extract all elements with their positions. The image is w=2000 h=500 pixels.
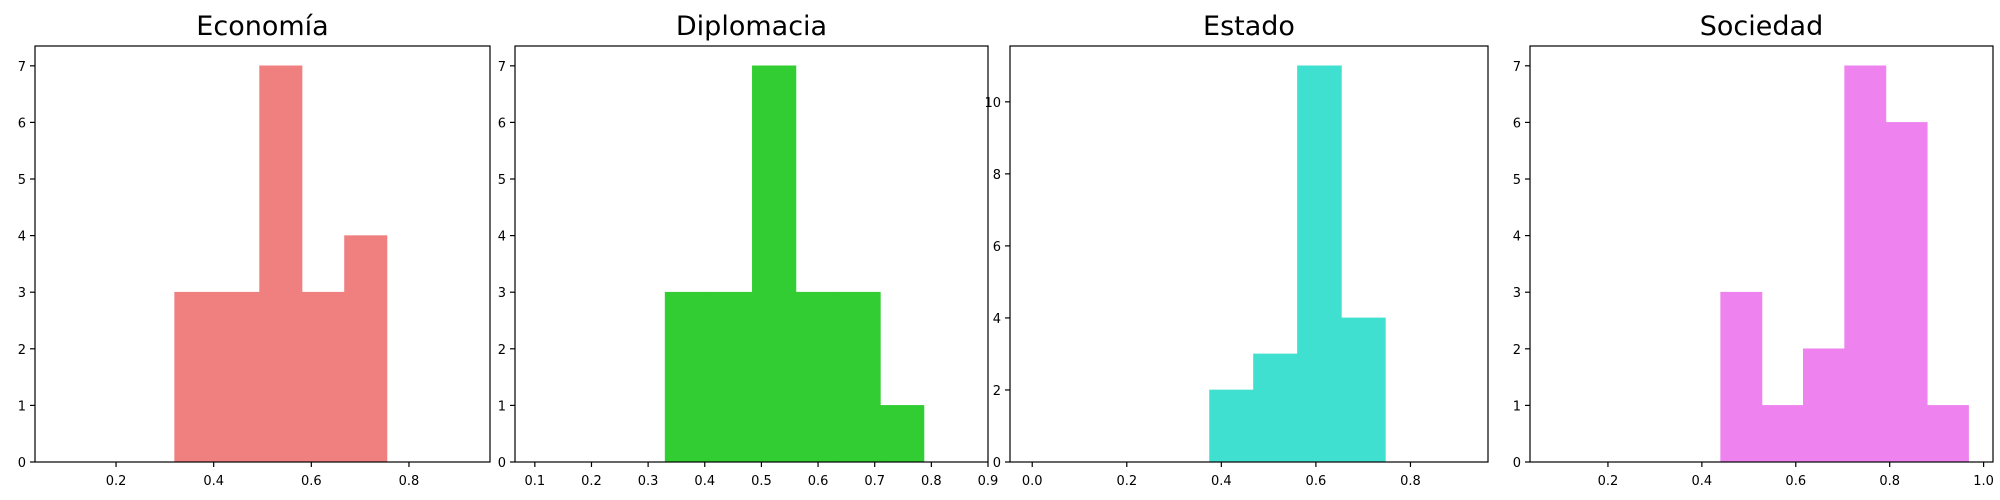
histogram-bar — [1926, 405, 1969, 463]
panel-title: Economía — [196, 11, 328, 42]
y-tick-label: 0 — [18, 456, 26, 471]
y-tick-label: 6 — [498, 116, 506, 131]
x-tick-label: 0.6 — [808, 474, 829, 489]
histogram-bar — [174, 291, 218, 463]
y-tick-label: 4 — [993, 312, 1001, 327]
plot-frame — [1009, 45, 1489, 463]
y-tick-label: 4 — [498, 230, 506, 245]
histogram-bar — [664, 291, 710, 463]
y-tick-label: 7 — [18, 60, 26, 75]
y-tick-label: 1 — [498, 399, 506, 414]
y-tick-label: 4 — [1513, 230, 1521, 245]
x-tick-label: 0.2 — [581, 474, 602, 489]
y-tick-label: 5 — [1513, 173, 1521, 188]
histogram-bar — [880, 405, 925, 463]
y-tick-label: 2 — [993, 384, 1001, 399]
y-tick-label: 3 — [498, 286, 506, 301]
y-tick-label: 6 — [1513, 116, 1521, 131]
histogram-bar — [1253, 353, 1298, 463]
histogram-bar — [1209, 389, 1254, 463]
histogram-bar — [1720, 291, 1763, 463]
histogram-bar — [1802, 348, 1845, 463]
x-tick-label: 0.1 — [524, 474, 545, 489]
histogram-bar — [1885, 122, 1928, 463]
histogram-bar — [752, 65, 797, 463]
x-tick-label: 0.6 — [301, 474, 322, 489]
histogram-bar — [301, 291, 345, 463]
panel-title: Sociedad — [1700, 11, 1823, 42]
x-tick-label: 0.0 — [1022, 474, 1043, 489]
histogram-bar — [708, 291, 753, 463]
y-tick-label: 0 — [993, 456, 1001, 471]
histogram-bar — [839, 291, 881, 463]
x-tick-label: 0.4 — [203, 474, 224, 489]
x-tick-label: 0.6 — [1306, 474, 1327, 489]
y-tick-label: 0 — [1513, 456, 1521, 471]
histogram-bar — [795, 291, 840, 463]
x-tick-label: 0.2 — [1598, 474, 1619, 489]
x-tick-label: 0.9 — [978, 474, 999, 489]
x-tick-label: 0.4 — [1692, 474, 1713, 489]
histogram-bar — [216, 291, 260, 463]
histogram-bar — [1341, 317, 1386, 463]
y-tick-label: 8 — [993, 168, 1001, 183]
x-tick-label: 0.6 — [1785, 474, 1806, 489]
x-tick-label: 0.4 — [694, 474, 715, 489]
x-tick-label: 0.7 — [864, 474, 885, 489]
panel-title: Diplomacia — [676, 11, 827, 42]
y-tick-label: 3 — [1513, 286, 1521, 301]
x-tick-label: 0.8 — [399, 474, 420, 489]
x-tick-label: 0.8 — [1400, 474, 1421, 489]
x-tick-label: 0.5 — [751, 474, 772, 489]
y-tick-label: 6 — [18, 116, 26, 131]
histogram-bar — [1761, 405, 1804, 463]
x-tick-label: 0.8 — [1879, 474, 1900, 489]
histogram-panel: 0.2 0.4 0.6 0.8 0 1 2 3 4 5 6 7 Economía — [18, 11, 491, 489]
histogram-bar — [1297, 65, 1342, 463]
histogram-panel: 0.2 0.4 0.6 0.8 1.0 0 1 2 3 4 5 6 7 Sociedad — [1513, 11, 1994, 489]
y-tick-label: 5 — [18, 173, 26, 188]
histogram-bar — [259, 65, 303, 463]
y-tick-label: 10 — [984, 96, 1001, 111]
y-tick-label: 1 — [18, 399, 26, 414]
y-tick-label: 4 — [18, 230, 26, 245]
x-tick-label: 0.3 — [638, 474, 659, 489]
histogram-bar — [344, 235, 388, 463]
histogram-panel: 0.0 0.2 0.4 0.6 0.8 0 2 4 6 8 10 Estado — [984, 11, 1489, 489]
plot-frame — [34, 45, 491, 463]
y-tick-label: 0 — [498, 456, 506, 471]
x-tick-label: 1.0 — [1973, 474, 1994, 489]
histogram-bar — [1844, 65, 1887, 463]
x-tick-label: 0.8 — [921, 474, 942, 489]
y-tick-label: 1 — [1513, 399, 1521, 414]
y-tick-label: 5 — [498, 173, 506, 188]
y-tick-label: 6 — [993, 240, 1001, 255]
panel-title: Estado — [1203, 11, 1295, 42]
y-tick-label: 2 — [498, 343, 506, 358]
x-tick-label: 0.2 — [1116, 474, 1137, 489]
y-tick-label: 2 — [1513, 343, 1521, 358]
y-tick-label: 3 — [18, 286, 26, 301]
y-tick-label: 2 — [18, 343, 26, 358]
plot-frame — [1529, 45, 1994, 463]
y-tick-label: 7 — [1513, 60, 1521, 75]
y-tick-label: 7 — [498, 60, 506, 75]
x-tick-label: 0.4 — [1211, 474, 1232, 489]
histogram-panel: 0.1 0.2 0.3 0.4 0.5 0.6 0.7 0.8 0.9 0 1 2 3 4 5 6 7 Diplo… — [498, 11, 999, 489]
x-tick-label: 0.2 — [106, 474, 127, 489]
plot-frame — [514, 45, 989, 463]
